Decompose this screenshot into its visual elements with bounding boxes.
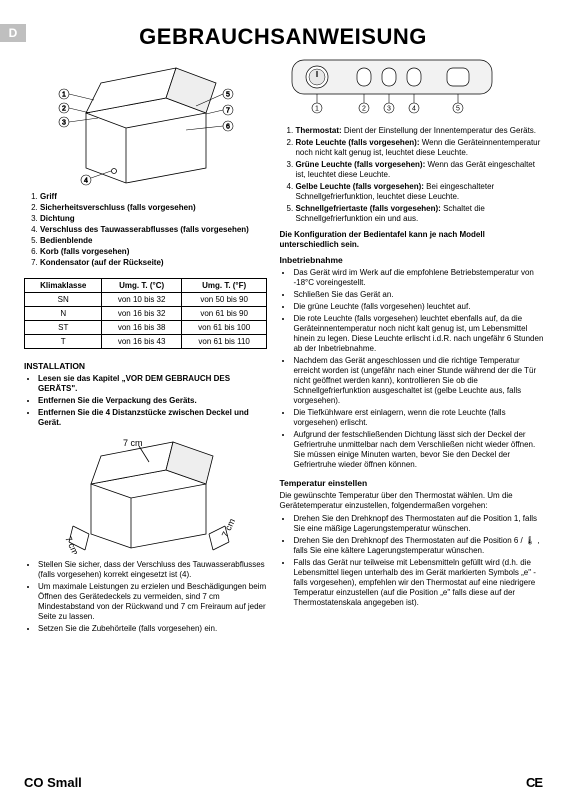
table-cell: von 61 bis 110 (181, 335, 267, 349)
control-panel-diagram: 1 2 3 4 5 (287, 58, 507, 118)
page-title: GEBRAUCHSANWEISUNG (24, 24, 542, 50)
callout-4: 4 (84, 178, 88, 185)
install-item: Entfernen Sie die Verpackung des Geräts. (38, 396, 267, 406)
callout-7: 7 (226, 108, 230, 115)
table-cell: ST (25, 321, 102, 335)
table-cell: T (25, 335, 102, 349)
config-note: Die Konfiguration der Bedientafel kann j… (279, 230, 543, 250)
table-cell: N (25, 307, 102, 321)
page-footer: CO Small CE (24, 775, 542, 790)
list-item: Die grüne Leuchte (falls vorgesehen) leu… (293, 302, 543, 312)
install-item: Lesen sie das Kapitel „VOR DEM GEBRAUCH … (38, 374, 267, 394)
installation-heading: INSTALLATION (24, 361, 267, 371)
freezer-diagram: 1 2 3 4 5 7 6 (46, 58, 246, 188)
parts-item: Verschluss des Tauwasserabflusses (falls… (40, 225, 267, 235)
list-item: Drehen Sie den Drehknopf des Thermostate… (293, 514, 543, 534)
temp-heading: Temperatur einstellen (279, 478, 543, 488)
ce-mark: CE (526, 775, 542, 790)
callout-3: 3 (62, 120, 66, 127)
list-item: Aufgrund der festschließenden Dichtung l… (293, 430, 543, 470)
inbetrieb-list: Das Gerät wird im Werk auf die empfohlen… (279, 268, 543, 470)
spacing-label-back: 7 cm (123, 438, 143, 448)
table-cell: von 10 bis 32 (102, 293, 181, 307)
parts-item: Sicherheitsverschluss (falls vorgesehen) (40, 203, 267, 213)
spacing-diagram: 7 cm 7 cm 7 cm (51, 434, 241, 554)
klima-th: Umg. T. (°F) (181, 279, 267, 293)
panel-desc-item: Grüne Leuchte (falls vorgesehen): Wenn d… (295, 160, 543, 180)
parts-item: Korb (falls vorgesehen) (40, 247, 267, 257)
table-cell: von 50 bis 90 (181, 293, 267, 307)
panel-desc-item: Thermostat: Dient der Einstellung der In… (295, 126, 543, 136)
list-item: Drehen Sie den Drehknopf des Thermostate… (293, 536, 543, 556)
callout-5: 5 (226, 92, 230, 99)
panel-desc-item: Gelbe Leuchte (falls vorgesehen): Bei ei… (295, 182, 543, 202)
install-item: Entfernen Sie die 4 Distanzstücke zwisch… (38, 408, 267, 428)
list-item: Die rote Leuchte (falls vorgesehen) leuc… (293, 314, 543, 354)
table-cell: von 16 bis 32 (102, 307, 181, 321)
parts-item: Griff (40, 192, 267, 202)
list-item: Die Tiefkühlware erst einlagern, wenn di… (293, 408, 543, 428)
spacing-label-left: 7 cm (63, 535, 80, 554)
panel-description-list: Thermostat: Dient der Einstellung der In… (279, 126, 543, 224)
list-item: Schließen Sie das Gerät an. (293, 290, 543, 300)
parts-item: Bedienblende (40, 236, 267, 246)
temp-list: Drehen Sie den Drehknopf des Thermostate… (279, 514, 543, 608)
table-cell: von 61 bis 90 (181, 307, 267, 321)
parts-item: Dichtung (40, 214, 267, 224)
table-cell: von 16 bis 43 (102, 335, 181, 349)
temp-intro: Die gewünschte Temperatur über den Therm… (279, 491, 543, 511)
parts-legend-list: Griff Sicherheitsverschluss (falls vorge… (24, 192, 267, 268)
table-cell: von 61 bis 100 (181, 321, 267, 335)
climate-class-table: Klimaklasse Umg. T. (°C) Umg. T. (°F) SN… (24, 278, 267, 349)
table-cell: SN (25, 293, 102, 307)
table-row: Tvon 16 bis 43von 61 bis 110 (25, 335, 267, 349)
callout-2: 2 (62, 106, 66, 113)
list-item: Das Gerät wird im Werk auf die empfohlen… (293, 268, 543, 288)
install-item: Stellen Sie sicher, dass der Verschluss … (38, 560, 267, 580)
parts-item: Kondensator (auf der Rückseite) (40, 258, 267, 268)
left-column: 1 2 3 4 5 7 6 Griff Sicherheitsverschlus… (24, 58, 267, 636)
table-cell: von 16 bis 38 (102, 321, 181, 335)
language-badge: D (0, 24, 26, 42)
table-row: Nvon 16 bis 32von 61 bis 90 (25, 307, 267, 321)
callout-6: 6 (226, 124, 230, 131)
spacing-label-right: 7 cm (219, 517, 236, 539)
list-item: Nachdem das Gerät angeschlossen und die … (293, 356, 543, 406)
install-item: Setzen Sie die Zubehörteile (falls vorge… (38, 624, 267, 634)
callout-1: 1 (62, 92, 66, 99)
panel-desc-item: Rote Leuchte (falls vorgesehen): Wenn di… (295, 138, 543, 158)
list-item: Falls das Gerät nur teilweise mit Lebens… (293, 558, 543, 608)
panel-desc-item: Schnellgefriertaste (falls vorgesehen): … (295, 204, 543, 224)
install-item: Um maximale Leistungen zu erzielen und B… (38, 582, 267, 622)
panel-num-1: 1 (316, 106, 320, 113)
panel-num-5: 5 (457, 106, 461, 113)
footer-model: CO Small (24, 775, 82, 790)
panel-num-3: 3 (388, 106, 392, 113)
right-column: 1 2 3 4 5 Thermostat: Dient der Einstell… (279, 58, 543, 636)
inbetrieb-heading: Inbetriebnahme (279, 255, 543, 265)
panel-num-4: 4 (413, 106, 417, 113)
installation-list-top: Lesen sie das Kapitel „VOR DEM GEBRAUCH … (24, 374, 267, 428)
klima-th: Klimaklasse (25, 279, 102, 293)
table-row: STvon 16 bis 38von 61 bis 100 (25, 321, 267, 335)
klima-th: Umg. T. (°C) (102, 279, 181, 293)
two-column-layout: 1 2 3 4 5 7 6 Griff Sicherheitsverschlus… (24, 58, 542, 636)
table-row: SNvon 10 bis 32von 50 bis 90 (25, 293, 267, 307)
panel-num-2: 2 (363, 106, 367, 113)
installation-list-bottom: Stellen Sie sicher, dass der Verschluss … (24, 560, 267, 634)
